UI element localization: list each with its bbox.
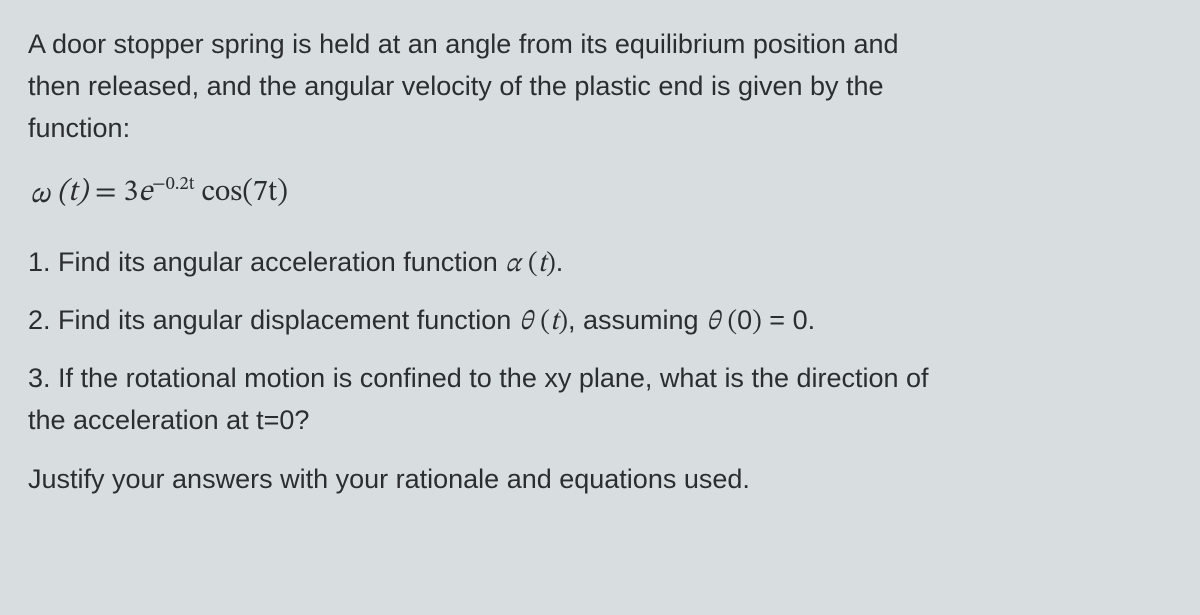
q2-eq: = 0. <box>762 305 815 335</box>
q3-number: 3. <box>28 363 51 393</box>
q1-arg: t <box>538 251 547 278</box>
justify-instruction: Justify your answers with your rationale… <box>28 459 1172 501</box>
q3-line-1: If the rotational motion is confined to … <box>58 363 929 393</box>
intro-line-2: then released, and the angular velocity … <box>28 71 884 101</box>
q2-number: 2. <box>28 305 51 335</box>
q1-text-a: Find its angular acceleration function <box>58 247 505 277</box>
formula-coeff: 3 <box>123 178 138 208</box>
exp-power: −0.2t <box>152 176 194 194</box>
formula-arg: t <box>68 178 77 208</box>
q1-number: 1. <box>28 247 51 277</box>
omega-symbol: ω <box>30 172 50 219</box>
q2-arg2: 0 <box>737 305 752 335</box>
exp-base: e <box>138 178 152 208</box>
trig-fn: cos <box>202 178 243 208</box>
angular-velocity-formula: ω (t) = 3e−0.2t cos(7t) <box>30 170 1172 217</box>
question-3: 3. If the rotational motion is confined … <box>28 358 1172 442</box>
q2-text-a: Find its angular displacement function <box>58 305 519 335</box>
question-2: 2. Find its angular displacement functio… <box>28 300 1172 344</box>
theta0-symbol: θ <box>706 309 720 336</box>
alpha-symbol: α <box>505 251 520 278</box>
question-1: 1. Find its angular acceleration functio… <box>28 242 1172 286</box>
trig-arg: 7t <box>253 178 277 208</box>
justify-text: Justify your answers with your rationale… <box>28 464 750 494</box>
intro-line-1: A door stopper spring is held at an angl… <box>28 29 899 59</box>
q3-line-2: the acceleration at t=0? <box>28 405 309 435</box>
q2-text-b: , assuming <box>568 305 706 335</box>
theta-symbol: θ <box>519 309 533 336</box>
intro-line-3: function: <box>28 113 130 143</box>
problem-intro: A door stopper spring is held at an angl… <box>28 24 1172 150</box>
q1-text-b: . <box>556 247 564 277</box>
